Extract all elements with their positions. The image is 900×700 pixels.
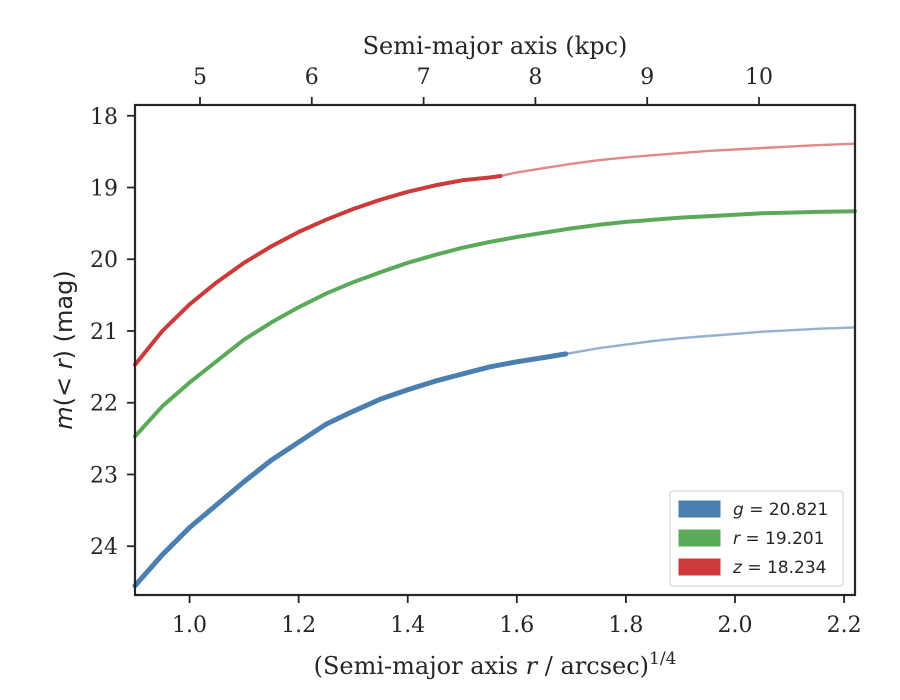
top-x-tick-label: 8 [528, 65, 542, 90]
legend-value-g: = 20.821 [744, 500, 829, 520]
y-tick-label: 21 [90, 320, 118, 345]
series-r-measured-line [133, 209, 857, 439]
y-axis-title: m(< r) (mag) [50, 270, 78, 429]
x-tick-label: 1.2 [281, 613, 316, 638]
x-tick-label: 1.8 [608, 613, 643, 638]
top-x-tick-label: 10 [745, 65, 773, 90]
y-tick-label: 20 [90, 248, 118, 273]
top-x-tick-label: 6 [305, 65, 319, 90]
legend-band-z: z [732, 558, 743, 578]
y-tick-label: 23 [90, 463, 118, 488]
ylabel-r: r [50, 357, 78, 369]
legend-swatch-g [678, 500, 721, 518]
xlabel-part-2: / arcsec) [537, 652, 649, 680]
ylabel-m: m [50, 406, 78, 429]
y-tick-label: 22 [90, 392, 118, 417]
y-tick-label: 24 [90, 535, 118, 560]
series-z-model-line [499, 142, 857, 178]
legend-value-r: = 19.201 [740, 529, 825, 549]
ylabel-tail: ) (mag) [50, 270, 78, 359]
plot-frame [133, 103, 857, 597]
bottom-x-axis-title: (Semi-major axis r / arcsec)1/4 [314, 649, 677, 680]
top-x-tick-label: 5 [193, 65, 207, 90]
y-tick-label: 18 [90, 105, 118, 130]
legend-band-r: r [733, 529, 741, 549]
x-tick-label: 1.0 [172, 613, 207, 638]
legend-value-z: = 18.234 [742, 558, 827, 578]
legend-swatch-z [678, 558, 721, 576]
ylabel-paren: (< [50, 369, 78, 406]
legend-label-z: z = 18.234 [732, 558, 826, 578]
legend-label-r: r = 19.201 [733, 529, 825, 549]
series-g-model-line [564, 326, 857, 356]
ticks-layer: 1.0 1.2 1.4 1.6 1.8 2.0 2.2 5 6 7 8 9 10 18 19 20 21 22 23… [90, 65, 862, 638]
y-tick-label: 19 [90, 177, 118, 202]
x-tick-label: 1.6 [499, 613, 534, 638]
x-tick-label: 2.0 [718, 613, 753, 638]
curves-layer [132, 142, 857, 589]
top-x-tick-label: 9 [640, 65, 654, 90]
legend-band-g: g [733, 500, 744, 520]
xlabel-var: r [526, 652, 539, 680]
x-tick-label: 2.2 [827, 613, 862, 638]
xlabel-part-1: (Semi-major axis [314, 652, 526, 680]
xlabel-exponent: 1/4 [649, 649, 676, 669]
legend-label-g: g = 20.821 [733, 500, 828, 520]
series-z-measured-line [133, 174, 503, 367]
legend-swatch-r [678, 529, 721, 547]
x-tick-label: 1.4 [390, 613, 425, 638]
series-g-measured-line [132, 351, 569, 589]
top-x-axis-title: Semi-major axis (kpc) [363, 32, 628, 60]
top-x-tick-label: 7 [417, 65, 431, 90]
